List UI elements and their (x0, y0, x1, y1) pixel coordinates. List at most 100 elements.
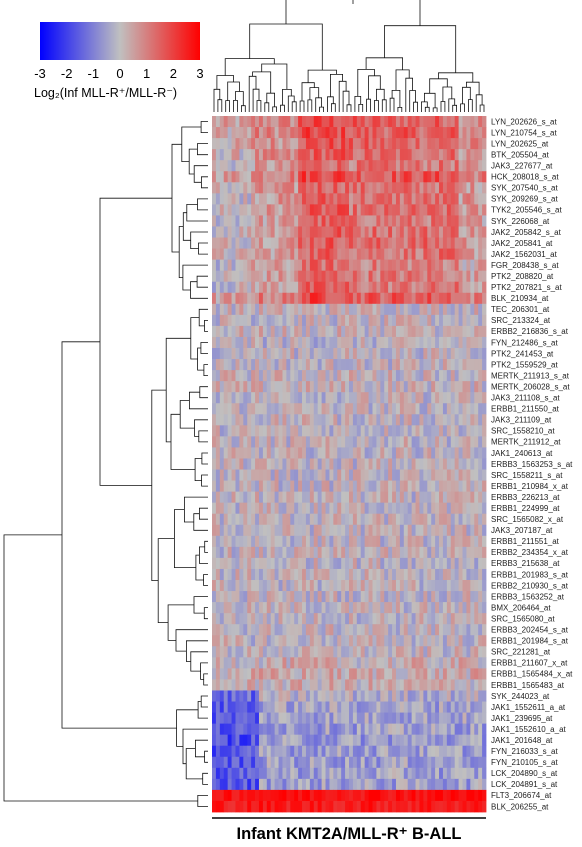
heatmap-cell (372, 557, 377, 570)
heatmap-cell (392, 447, 397, 459)
heatmap-cell (325, 535, 330, 548)
column-dendrogram-branch (249, 23, 323, 71)
heatmap-cell (282, 745, 287, 758)
heatmap-cell (333, 745, 338, 758)
heatmap-cell (243, 469, 248, 481)
heatmap-cell (427, 557, 432, 570)
heatmap-cell (274, 756, 279, 769)
row-dendrogram-branch (193, 596, 208, 614)
heatmap-cell (392, 800, 397, 813)
heatmap-cell (227, 370, 232, 382)
heatmap-cell (262, 657, 268, 669)
heatmap-cell (258, 712, 264, 725)
heatmap-cell (333, 259, 338, 272)
heatmap-cell (462, 701, 467, 713)
heatmap-cell (337, 336, 342, 349)
heatmap-cell (223, 425, 229, 437)
heatmap-cell (466, 248, 471, 261)
heatmap-cell (325, 226, 330, 238)
colorbar-tick-label: 1 (143, 66, 150, 81)
heatmap-cell (470, 524, 475, 537)
heatmap-cell (345, 568, 350, 581)
heatmap-cell (262, 303, 268, 316)
heatmap-cell (466, 480, 471, 493)
heatmap-cell (341, 568, 346, 581)
heatmap-cell (313, 767, 319, 780)
heatmap-cell (247, 336, 252, 349)
heatmap-cell (395, 237, 401, 249)
column-dendrogram-branch (424, 106, 430, 112)
heatmap-cell (368, 237, 373, 249)
heatmap-cell (247, 248, 252, 261)
heatmap-cell (474, 800, 479, 813)
heatmap-cell (302, 425, 307, 437)
heatmap-cell (415, 458, 420, 470)
heatmap-cell (313, 602, 319, 614)
heatmap-cell (388, 182, 393, 194)
heatmap-cell (329, 480, 334, 493)
heatmap-cell (212, 469, 217, 481)
heatmap-cell (278, 348, 283, 360)
heatmap-cell (235, 248, 240, 261)
heatmap-cell (333, 778, 338, 791)
heatmap-cell (368, 348, 373, 360)
row-dendrogram-branch (165, 337, 191, 443)
heatmap-cell (352, 237, 358, 249)
heatmap-cell (384, 712, 389, 725)
heatmap-cell (380, 546, 385, 559)
heatmap-cell (298, 425, 303, 437)
heatmap-cell (251, 491, 256, 504)
heatmap-cell (298, 535, 303, 548)
heatmap-cell (219, 281, 225, 294)
heatmap-cell (247, 690, 252, 702)
heatmap-cell (442, 778, 448, 791)
heatmap-cell (302, 160, 307, 172)
heatmap-cell (372, 469, 377, 481)
heatmap-cell (439, 657, 444, 669)
heatmap-cell (482, 524, 487, 537)
heatmap-cell (274, 171, 279, 183)
heatmap-cell (235, 535, 240, 548)
heatmap-cell (337, 701, 342, 713)
heatmap-cell (219, 336, 225, 349)
heatmap-cell (309, 336, 315, 349)
heatmap-cell (302, 668, 307, 680)
heatmap-cell (478, 546, 483, 559)
heatmap-cell (419, 259, 424, 272)
heatmap-cell (274, 325, 279, 338)
heatmap-cell (325, 182, 330, 194)
heatmap-cell (266, 613, 272, 625)
heatmap-cell (478, 668, 483, 680)
heatmap-cell (219, 524, 225, 537)
heatmap-cell (290, 325, 295, 338)
heatmap-cell (474, 535, 479, 548)
heatmap-cell (423, 535, 428, 548)
heatmap-cell (380, 436, 385, 448)
heatmap-cell (305, 370, 311, 382)
heatmap-cell (415, 580, 420, 592)
heatmap-cell (294, 425, 299, 437)
heatmap-cell (278, 270, 283, 283)
heatmap-cell (388, 325, 393, 338)
heatmap-cell (435, 403, 440, 415)
heatmap-cell (321, 370, 326, 382)
heatmap-cell (407, 149, 413, 161)
column-dendrogram-branch (366, 98, 371, 112)
heatmap-cell (395, 513, 401, 526)
heatmap-cell (458, 591, 463, 603)
heatmap-cell (392, 270, 397, 283)
heatmap-cell (270, 668, 276, 680)
heatmap-cell (360, 557, 366, 570)
heatmap-cell (219, 270, 225, 283)
heatmap-cell (251, 425, 256, 437)
heatmap-cell (454, 723, 459, 736)
row-label: PTK2_1559529_at (491, 360, 559, 369)
heatmap-cell (341, 535, 346, 548)
heatmap-cell (376, 568, 381, 581)
heatmap-cell (325, 336, 330, 349)
heatmap-cell (462, 679, 467, 691)
heatmap-cell (235, 392, 240, 404)
heatmap-cell (356, 171, 362, 183)
heatmap-cell (446, 270, 452, 283)
heatmap-cell (251, 436, 256, 448)
